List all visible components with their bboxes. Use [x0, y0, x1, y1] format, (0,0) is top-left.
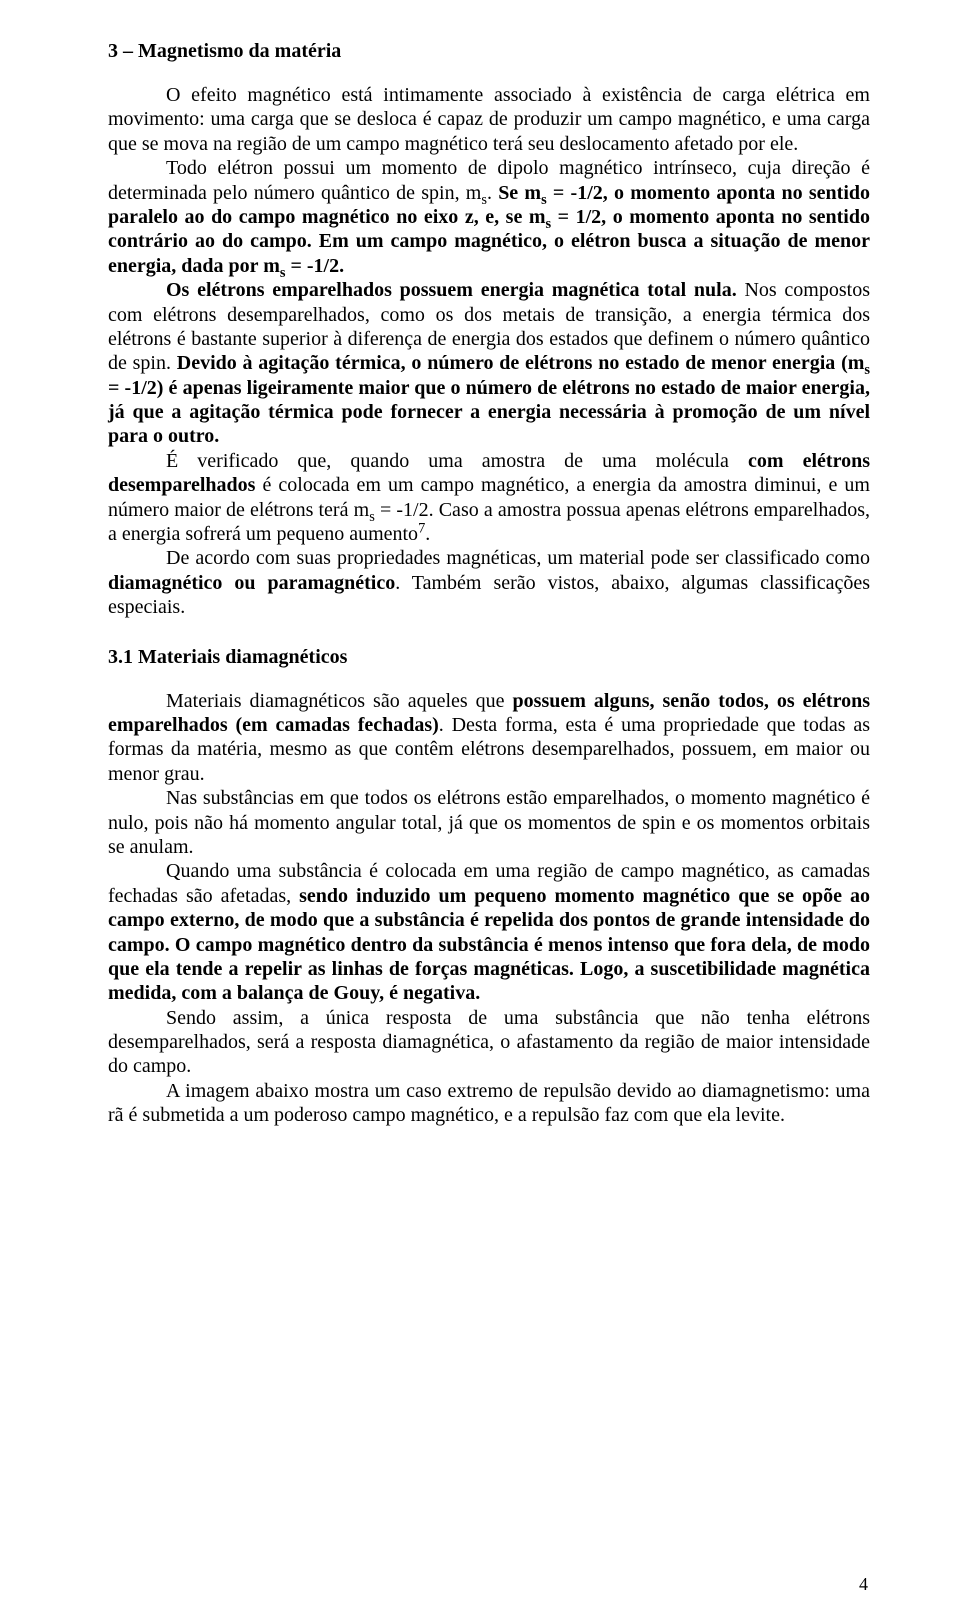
text: Sendo assim, a única resposta de uma sub… — [108, 1007, 870, 1078]
text: Nas substâncias em que todos os elétrons… — [108, 787, 870, 858]
text: . — [425, 523, 430, 545]
text: O efeito magnético está intimamente asso… — [108, 84, 870, 155]
bold-text: Devido à agitação térmica, o número de e… — [177, 352, 865, 374]
body-paragraph: Sendo assim, a única resposta de uma sub… — [108, 1006, 870, 1079]
body-paragraph: O efeito magnético está intimamente asso… — [108, 83, 870, 156]
body-paragraph: A imagem abaixo mostra um caso extremo d… — [108, 1079, 870, 1128]
subsection-title: 3.1 Materiais diamagnéticos — [108, 646, 870, 669]
body-paragraph: Os elétrons emparelhados possuem energia… — [108, 278, 870, 449]
text: É verificado que, quando uma amostra de … — [166, 450, 748, 472]
page-number: 4 — [859, 1574, 868, 1595]
body-paragraph: É verificado que, quando uma amostra de … — [108, 449, 870, 547]
bold-text: Se m — [498, 182, 541, 204]
text: De acordo com suas propriedades magnétic… — [166, 547, 870, 569]
bold-text: Os elétrons emparelhados possuem energia… — [166, 279, 737, 301]
body-paragraph: Nas substâncias em que todos os elétrons… — [108, 786, 870, 859]
bold-text: = -1/2. — [285, 255, 344, 277]
bold-text: = -1/2) é apenas ligeiramente maior que … — [108, 377, 870, 448]
body-paragraph: Quando uma substância é colocada em uma … — [108, 859, 870, 1005]
page: 3 – Magnetismo da matéria O efeito magné… — [0, 0, 960, 1617]
bold-text: diamagnético ou paramagnético — [108, 572, 395, 594]
body-paragraph: De acordo com suas propriedades magnétic… — [108, 546, 870, 619]
text: . — [487, 182, 498, 204]
text: A imagem abaixo mostra um caso extremo d… — [108, 1080, 870, 1126]
body-paragraph: Todo elétron possui um momento de dipolo… — [108, 156, 870, 278]
body-paragraph: Materiais diamagnéticos são aqueles que … — [108, 689, 870, 787]
text: Materiais diamagnéticos são aqueles que — [166, 690, 513, 712]
section-title: 3 – Magnetismo da matéria — [108, 40, 870, 63]
